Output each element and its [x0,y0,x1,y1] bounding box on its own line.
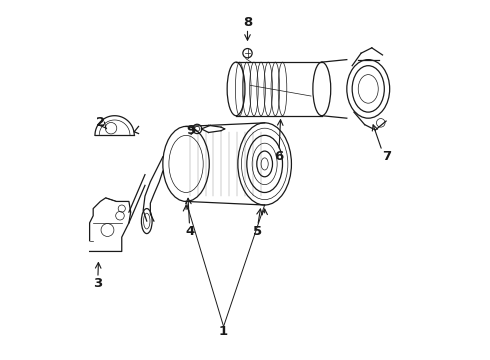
Text: 9: 9 [186,124,195,137]
Text: 4: 4 [185,225,194,238]
Text: 6: 6 [274,149,284,163]
Text: 8: 8 [243,16,252,29]
Text: 1: 1 [219,325,228,338]
Text: 2: 2 [96,116,105,129]
Text: 3: 3 [93,277,102,290]
Text: 7: 7 [383,150,392,163]
Text: 5: 5 [253,225,262,238]
